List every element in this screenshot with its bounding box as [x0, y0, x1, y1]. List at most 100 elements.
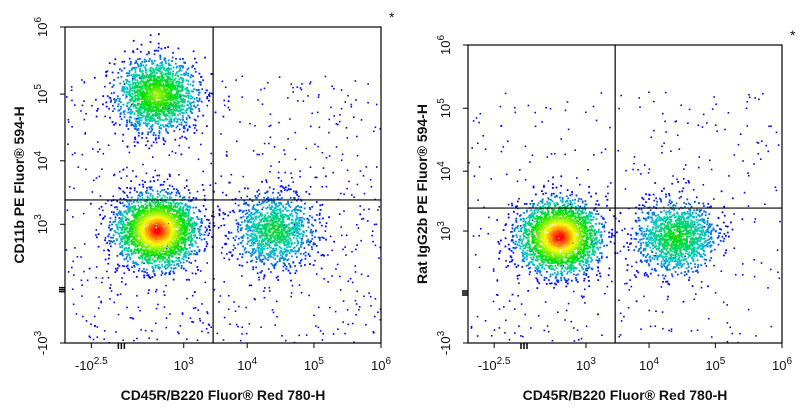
event-dot	[153, 236, 156, 239]
event-dot	[161, 124, 164, 127]
event-dot	[148, 106, 151, 109]
event-dot	[123, 228, 126, 231]
event-dot	[293, 223, 296, 226]
event-dot	[183, 94, 185, 97]
event-dot	[73, 187, 75, 190]
event-dot	[142, 235, 145, 238]
event-dot	[150, 76, 153, 78]
event-dot	[152, 176, 155, 179]
event-dot	[187, 232, 190, 235]
event-dot	[141, 106, 143, 108]
event-dot	[145, 114, 148, 117]
event-dot	[149, 101, 152, 104]
event-dot	[107, 144, 110, 146]
event-dot	[190, 105, 192, 107]
event-dot	[134, 245, 137, 248]
event-dot	[101, 281, 103, 284]
event-dot	[135, 175, 138, 178]
event-dot	[201, 184, 204, 186]
event-dot	[158, 174, 161, 177]
event-dot	[174, 102, 177, 104]
event-dot	[181, 202, 184, 205]
event-dot	[130, 100, 132, 102]
event-dot	[141, 192, 143, 195]
event-dot	[147, 232, 149, 234]
event-dot	[344, 101, 347, 103]
event-dot	[352, 116, 355, 119]
event-dot	[110, 200, 113, 202]
event-dot	[141, 230, 143, 233]
event-dot	[144, 249, 147, 252]
event-dot	[167, 238, 170, 240]
event-dot	[125, 253, 127, 256]
event-dot	[109, 228, 112, 231]
event-dot	[183, 222, 185, 225]
event-dot	[206, 228, 208, 231]
event-dot	[169, 94, 172, 97]
event-dot	[188, 196, 191, 199]
event-dot	[258, 189, 260, 191]
event-dot	[152, 117, 155, 120]
event-dot	[172, 251, 174, 253]
event-dot	[114, 216, 117, 218]
event-dot	[220, 224, 222, 227]
event-dot	[219, 295, 222, 297]
event-dot	[125, 86, 128, 89]
event-dot	[155, 264, 158, 267]
event-dot	[164, 69, 167, 72]
event-dot	[145, 235, 148, 238]
event-dot	[156, 230, 159, 233]
event-dot	[149, 255, 151, 257]
event-dot	[269, 124, 272, 127]
event-dot	[146, 97, 149, 100]
event-dot	[167, 125, 170, 128]
event-dot	[207, 234, 210, 237]
event-dot	[152, 106, 154, 109]
event-dot	[137, 201, 139, 204]
event-dot	[108, 239, 111, 242]
event-dot	[144, 86, 147, 88]
event-dot	[163, 68, 165, 71]
event-dot	[135, 243, 137, 246]
event-dot	[142, 64, 144, 67]
event-dot	[163, 209, 166, 212]
event-dot	[202, 189, 205, 191]
event-dot	[145, 231, 148, 233]
event-dot	[133, 264, 135, 267]
event-dot	[178, 81, 181, 84]
event-dot	[163, 227, 166, 230]
event-dot	[190, 239, 193, 242]
event-dot	[173, 242, 176, 245]
event-dot	[182, 261, 185, 264]
event-dot	[135, 234, 137, 236]
event-dot	[179, 229, 182, 231]
event-dot	[122, 103, 125, 106]
event-dot	[162, 101, 165, 104]
event-dot	[154, 223, 156, 226]
event-dot	[284, 153, 286, 155]
event-dot	[153, 119, 155, 122]
event-dot	[132, 260, 135, 263]
event-dot	[169, 80, 171, 83]
event-dot	[174, 240, 176, 243]
event-dot	[154, 122, 157, 124]
event-dot	[144, 118, 147, 121]
event-dot	[161, 256, 164, 258]
event-dot	[185, 137, 188, 140]
event-dot	[153, 89, 155, 91]
event-dot	[311, 112, 313, 115]
event-dot	[152, 69, 155, 72]
event-dot	[332, 333, 335, 335]
event-dot	[158, 102, 160, 105]
event-dot	[337, 328, 339, 330]
event-dot	[182, 127, 185, 129]
event-dot	[153, 219, 156, 222]
event-dot	[141, 239, 144, 242]
event-dot	[238, 190, 241, 193]
event-dot	[162, 256, 165, 258]
event-dot	[174, 95, 176, 97]
event-dot	[140, 103, 143, 105]
event-dot	[95, 115, 98, 118]
event-dot	[237, 325, 239, 328]
event-dot	[183, 127, 186, 130]
